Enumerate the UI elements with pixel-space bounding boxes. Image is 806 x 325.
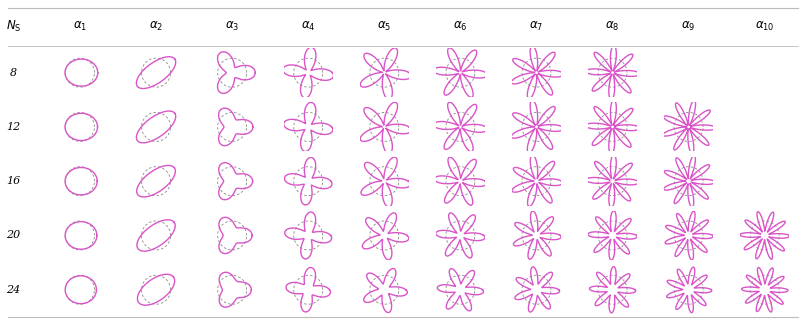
Text: 16: 16 [6,176,20,186]
Text: $\alpha_1$: $\alpha_1$ [73,20,87,33]
Text: $\alpha_2$: $\alpha_2$ [149,20,163,33]
Text: $\alpha_3$: $\alpha_3$ [225,20,239,33]
Text: 8: 8 [10,68,17,78]
Text: 20: 20 [6,230,20,240]
Text: 12: 12 [6,122,20,132]
Text: $\alpha_{10}$: $\alpha_{10}$ [755,20,775,33]
Text: $\alpha_5$: $\alpha_5$ [377,20,392,33]
Text: $\alpha_6$: $\alpha_6$ [453,20,467,33]
Text: $\alpha_7$: $\alpha_7$ [530,20,543,33]
Text: $N_\mathrm{S}$: $N_\mathrm{S}$ [6,19,21,34]
Text: $\alpha_4$: $\alpha_4$ [301,20,315,33]
Text: $\alpha_8$: $\alpha_8$ [605,20,620,33]
Text: $\alpha_9$: $\alpha_9$ [681,20,696,33]
Text: 24: 24 [6,285,20,295]
